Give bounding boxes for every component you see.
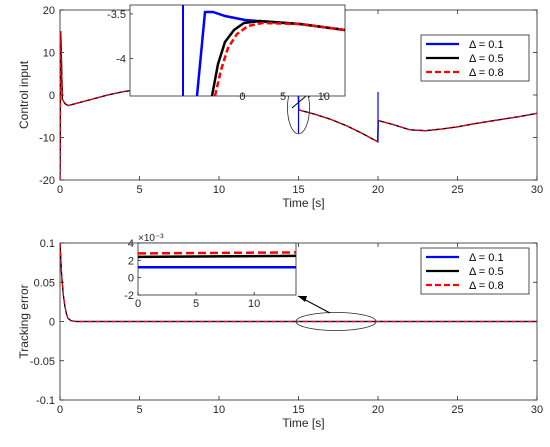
zoom-ellipse <box>295 312 377 331</box>
y-tick-label: 20 <box>43 5 55 17</box>
zoom-arrow-head <box>298 296 307 302</box>
y-tick-label: -0.1 <box>36 395 55 407</box>
x-tick-label: 15 <box>292 184 304 196</box>
legend-label-1: Δ = 0.1 <box>469 39 504 51</box>
legend-label-1: Δ = 0.1 <box>469 252 504 264</box>
x-tick-label: 5 <box>136 184 142 196</box>
x-tick-label: 15 <box>292 404 304 416</box>
x-tick-label: 10 <box>213 184 225 196</box>
inset-x-tick-label: 10 <box>248 298 260 310</box>
inset-scale-label: ×10⁻³ <box>138 233 164 244</box>
legend-label-2: Δ = 0.5 <box>469 266 504 278</box>
inset-x-tick-label: 5 <box>193 298 199 310</box>
x-tick-label: 10 <box>213 404 225 416</box>
inset-series-2 <box>210 19 345 96</box>
legend-label-2: Δ = 0.5 <box>469 53 504 65</box>
x-tick-label: 25 <box>451 184 463 196</box>
x-tick-label: 0 <box>57 404 63 416</box>
inset-x-tick-label: 0 <box>135 298 141 310</box>
y-tick-label: 10 <box>43 48 55 60</box>
inset-series-3 <box>137 251 297 255</box>
chart-panel-1: 0 5 10 15 20 25 30 -20 -10 0 10 20 Time [s] Control i… <box>17 4 543 210</box>
y-tick-label: -0.05 <box>30 356 55 368</box>
inset-series-3 <box>213 21 345 96</box>
inset-y-tick-label: -3.5 <box>107 9 126 21</box>
x-tick-label: 30 <box>531 404 543 416</box>
legend: Δ = 0.1 Δ = 0.5 Δ = 0.8 <box>420 247 530 295</box>
x-axis-label: Time [s] <box>282 196 324 210</box>
legend-label-3: Δ = 0.8 <box>469 280 504 292</box>
inset-x-tick-label: 10 <box>318 91 330 103</box>
inset-box <box>137 242 297 296</box>
inset-panel-1: 0 5 10 -3.5 -4 <box>107 4 346 103</box>
x-tick-label: 30 <box>531 184 543 196</box>
inset-y-tick-label: -4 <box>116 54 126 66</box>
inset-y-tick-label: 4 <box>128 238 134 250</box>
x-axis-label: Time [s] <box>282 416 324 430</box>
x-tick-label: 0 <box>57 184 63 196</box>
y-axis-label: Control input <box>17 60 31 129</box>
y-tick-label: -10 <box>39 133 55 145</box>
y-axis-label: Tracking error <box>17 284 31 358</box>
x-tick-label: 20 <box>372 404 384 416</box>
inset-y-tick-label: 2 <box>128 255 134 267</box>
inset-x-tick-label: 5 <box>280 91 286 103</box>
inset-y-tick-label: -2 <box>124 290 134 302</box>
inset-series-2 <box>137 254 297 259</box>
x-tick-label: 20 <box>372 184 384 196</box>
inset-x-tick-label: 0 <box>239 91 245 103</box>
x-tick-label: 25 <box>451 404 463 416</box>
series-line-3 <box>60 243 537 323</box>
y-tick-label: -20 <box>39 175 55 187</box>
y-tick-label: 0.05 <box>34 277 55 289</box>
y-tick-label: 0.1 <box>40 238 55 250</box>
inset-box <box>129 4 346 97</box>
y-tick-label: 0 <box>49 90 55 102</box>
x-tick-label: 5 <box>136 404 142 416</box>
inset-y-tick-label: 0 <box>128 273 134 285</box>
legend: Δ = 0.1 Δ = 0.5 Δ = 0.8 <box>420 34 530 82</box>
legend-label-3: Δ = 0.8 <box>469 67 504 79</box>
y-tick-label: 0 <box>49 317 55 329</box>
